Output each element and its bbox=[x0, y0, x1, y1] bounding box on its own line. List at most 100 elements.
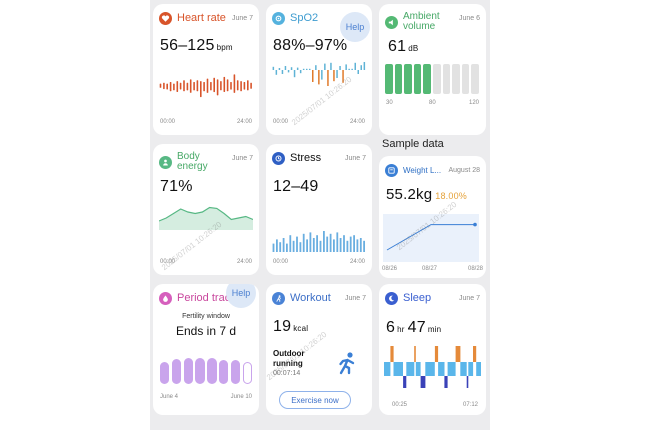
body-energy-card[interactable]: Body energy June 7 71% 00:00 24:00 bbox=[153, 144, 259, 275]
stress-bar bbox=[319, 240, 322, 252]
spo2-chart bbox=[272, 62, 366, 86]
period-title: Period tracke bbox=[177, 292, 242, 304]
stress-bar bbox=[333, 239, 335, 252]
stress-bar bbox=[326, 236, 329, 252]
sleep-stage-awake bbox=[434, 346, 439, 362]
scale-icon bbox=[385, 164, 398, 177]
spo2-bar bbox=[351, 68, 353, 70]
spo2-icon bbox=[272, 12, 285, 25]
sleep-title: Sleep bbox=[403, 292, 432, 304]
sleep-stage-deep bbox=[403, 376, 407, 388]
spo2-bar bbox=[339, 66, 341, 70]
stress-bar bbox=[363, 240, 365, 252]
ambient-value: 61 dB bbox=[388, 38, 419, 55]
workout-activity: Outdoor running bbox=[273, 349, 305, 368]
sleep-stage-deep bbox=[444, 376, 448, 388]
heart-rate-bar bbox=[213, 77, 215, 93]
stress-bar bbox=[282, 238, 285, 252]
spo2-bar bbox=[281, 70, 284, 74]
heart-rate-title: Heart rate bbox=[177, 12, 226, 24]
heart-rate-bar bbox=[240, 81, 242, 92]
sleep-stage-light bbox=[447, 362, 456, 376]
health-cards-panel: Heart rate June 7 56–125 bpm 00:00 24:00 … bbox=[150, 0, 490, 430]
heart-rate-bar bbox=[243, 82, 246, 90]
sleep-stage-light bbox=[476, 362, 481, 376]
sleep-card[interactable]: Sleep June 7 6 hr 47 min 00:25 07:12 bbox=[379, 284, 486, 415]
stress-bar bbox=[336, 232, 339, 252]
stress-bar bbox=[323, 231, 325, 252]
sleep-stage-light bbox=[415, 362, 421, 376]
sleep-stage-light bbox=[384, 362, 391, 376]
period-bar bbox=[242, 361, 252, 384]
heart-rate-date: June 7 bbox=[231, 15, 253, 22]
period-help-button[interactable]: Help bbox=[226, 284, 256, 308]
spo2-bar bbox=[363, 62, 366, 70]
weight-percent: 18.00% bbox=[435, 191, 467, 201]
stress-card[interactable]: Stress June 7 12–49 00:00 24:00 bbox=[266, 144, 372, 275]
weight-x-label-3: 08/28 bbox=[467, 266, 483, 272]
spo2-bar bbox=[321, 70, 323, 80]
spo2-bar bbox=[309, 68, 311, 70]
body-energy-value: 71% bbox=[160, 178, 193, 195]
workout-value: 19 kcal bbox=[273, 318, 309, 335]
stress-bar bbox=[299, 242, 302, 252]
stress-bar bbox=[349, 236, 352, 252]
spo2-card[interactable]: SpO2 Help 88%–97% 00:00 24:00 bbox=[266, 4, 372, 135]
sleep-duration: 6 hr 47 min bbox=[386, 319, 442, 336]
spo2-x-end: 24:00 bbox=[349, 119, 365, 125]
stress-bar bbox=[272, 243, 275, 252]
spo2-bar bbox=[312, 70, 314, 82]
spo2-bar bbox=[296, 67, 299, 70]
heart-rate-bar bbox=[200, 81, 202, 98]
spo2-help-button[interactable]: Help bbox=[340, 12, 370, 42]
period-bar bbox=[219, 359, 229, 384]
weight-point bbox=[473, 222, 477, 227]
ambient-level-block bbox=[385, 64, 393, 94]
exercise-now-button[interactable]: Exercise now bbox=[279, 391, 351, 409]
stress-x-start: 00:00 bbox=[273, 259, 289, 265]
stress-value: 12–49 bbox=[273, 178, 319, 195]
body-energy-title: Body energy bbox=[177, 151, 208, 172]
ambient-level-block bbox=[394, 64, 403, 94]
period-tracker-card[interactable]: Period tracke Help Fertility window Ends… bbox=[153, 284, 259, 415]
stress-bar bbox=[309, 232, 312, 252]
stress-x-end: 24:00 bbox=[349, 259, 365, 265]
weight-card[interactable]: Weight L... August 28 55.2kg 18.00% 08/26… bbox=[379, 156, 486, 278]
stress-bar bbox=[329, 233, 332, 252]
ambient-volume-card[interactable]: Ambient volume June 6 61 dB 30 80 120 bbox=[379, 4, 486, 135]
heart-rate-bar bbox=[173, 83, 175, 91]
heart-rate-bar bbox=[169, 82, 172, 92]
spo2-bar bbox=[284, 66, 287, 70]
weight-x-label-1: 08/26 bbox=[382, 266, 398, 272]
body-energy-icon bbox=[159, 155, 172, 169]
sleep-stage-awake bbox=[390, 346, 394, 362]
spo2-value: 88%–97% bbox=[273, 37, 348, 54]
heart-rate-bar bbox=[247, 80, 249, 91]
workout-icon bbox=[272, 292, 285, 305]
body-energy-line bbox=[159, 206, 253, 222]
heart-rate-value: 56–125 bpm bbox=[160, 37, 233, 54]
workout-card[interactable]: Workout June 7 19 kcal Outdoor running 00… bbox=[266, 284, 372, 415]
heart-rate-x-end: 24:00 bbox=[236, 119, 252, 125]
sleep-icon bbox=[385, 292, 398, 305]
stress-bar bbox=[316, 235, 318, 252]
sleep-stage-light bbox=[393, 362, 403, 376]
spo2-bar bbox=[287, 70, 290, 73]
ambient-level-block bbox=[433, 64, 441, 94]
ambient-level-chart bbox=[385, 64, 479, 94]
ambient-level-block bbox=[471, 64, 479, 94]
heart-rate-card[interactable]: Heart rate June 7 56–125 bpm 00:00 24:00 bbox=[153, 4, 259, 135]
spo2-bar bbox=[318, 70, 320, 85]
ambient-x-label-2: 80 bbox=[429, 100, 436, 106]
ambient-x-label-1: 30 bbox=[386, 100, 393, 106]
stress-title: Stress bbox=[290, 152, 322, 164]
sleep-x-end: 07:12 bbox=[462, 402, 478, 408]
period-value: Ends in 7 d bbox=[175, 324, 237, 338]
stress-bar bbox=[276, 239, 278, 252]
spo2-bar bbox=[345, 64, 347, 70]
heart-rate-bar bbox=[226, 79, 229, 92]
sleep-stage-deep bbox=[466, 376, 469, 388]
sample-data-label: Sample data bbox=[382, 138, 444, 150]
spo2-bar bbox=[354, 62, 356, 70]
ambient-level-block bbox=[404, 64, 412, 94]
